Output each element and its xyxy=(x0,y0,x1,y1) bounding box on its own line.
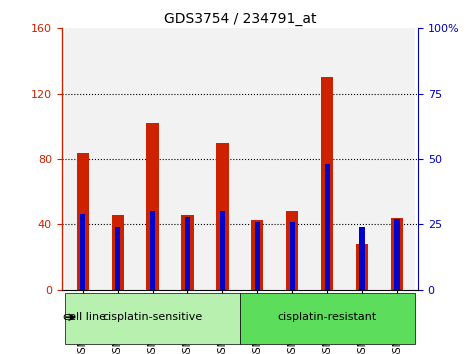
Bar xyxy=(112,215,124,290)
Bar xyxy=(345,28,380,290)
Bar xyxy=(240,28,275,290)
Bar xyxy=(380,28,415,290)
FancyBboxPatch shape xyxy=(65,293,240,344)
Bar xyxy=(324,164,330,290)
FancyBboxPatch shape xyxy=(240,293,415,344)
Bar xyxy=(150,211,155,290)
Text: cisplatin-resistant: cisplatin-resistant xyxy=(277,312,377,322)
Bar xyxy=(360,227,365,290)
Bar xyxy=(310,28,345,290)
Bar xyxy=(100,28,135,290)
Bar xyxy=(181,215,194,290)
Title: GDS3754 / 234791_at: GDS3754 / 234791_at xyxy=(163,12,316,26)
Bar xyxy=(220,211,225,290)
Bar xyxy=(290,222,295,290)
Bar xyxy=(255,222,260,290)
Text: cisplatin-sensitive: cisplatin-sensitive xyxy=(103,312,203,322)
Bar xyxy=(391,218,403,290)
Bar xyxy=(216,143,228,290)
Bar xyxy=(135,28,170,290)
Bar xyxy=(80,214,86,290)
Bar xyxy=(275,28,310,290)
Bar xyxy=(356,244,368,290)
Bar xyxy=(65,28,100,290)
Bar xyxy=(146,123,159,290)
Bar xyxy=(394,219,399,290)
Bar xyxy=(251,219,264,290)
Bar xyxy=(286,211,298,290)
Bar xyxy=(76,153,89,290)
Bar xyxy=(115,227,120,290)
Bar xyxy=(170,28,205,290)
Bar xyxy=(185,217,190,290)
Text: cell line: cell line xyxy=(64,312,106,322)
Bar xyxy=(205,28,240,290)
Bar xyxy=(321,78,333,290)
